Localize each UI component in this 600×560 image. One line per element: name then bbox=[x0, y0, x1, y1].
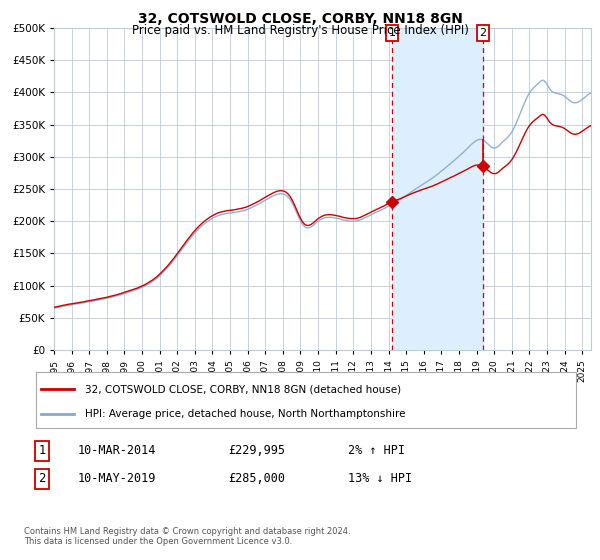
Text: £229,995: £229,995 bbox=[228, 444, 285, 458]
Text: Contains HM Land Registry data © Crown copyright and database right 2024.
This d: Contains HM Land Registry data © Crown c… bbox=[24, 526, 350, 546]
Text: 13% ↓ HPI: 13% ↓ HPI bbox=[348, 472, 412, 486]
Text: HPI: Average price, detached house, North Northamptonshire: HPI: Average price, detached house, Nort… bbox=[85, 409, 405, 419]
Text: 2% ↑ HPI: 2% ↑ HPI bbox=[348, 444, 405, 458]
Text: 1: 1 bbox=[38, 444, 46, 458]
Text: 2: 2 bbox=[38, 472, 46, 486]
Text: 32, COTSWOLD CLOSE, CORBY, NN18 8GN (detached house): 32, COTSWOLD CLOSE, CORBY, NN18 8GN (det… bbox=[85, 384, 401, 394]
Text: 1: 1 bbox=[388, 28, 395, 38]
Text: 2: 2 bbox=[479, 28, 487, 38]
Text: 10-MAR-2014: 10-MAR-2014 bbox=[78, 444, 157, 458]
Text: £285,000: £285,000 bbox=[228, 472, 285, 486]
Text: 32, COTSWOLD CLOSE, CORBY, NN18 8GN: 32, COTSWOLD CLOSE, CORBY, NN18 8GN bbox=[137, 12, 463, 26]
Text: Price paid vs. HM Land Registry's House Price Index (HPI): Price paid vs. HM Land Registry's House … bbox=[131, 24, 469, 36]
Bar bbox=[392, 28, 483, 350]
Text: 10-MAY-2019: 10-MAY-2019 bbox=[78, 472, 157, 486]
